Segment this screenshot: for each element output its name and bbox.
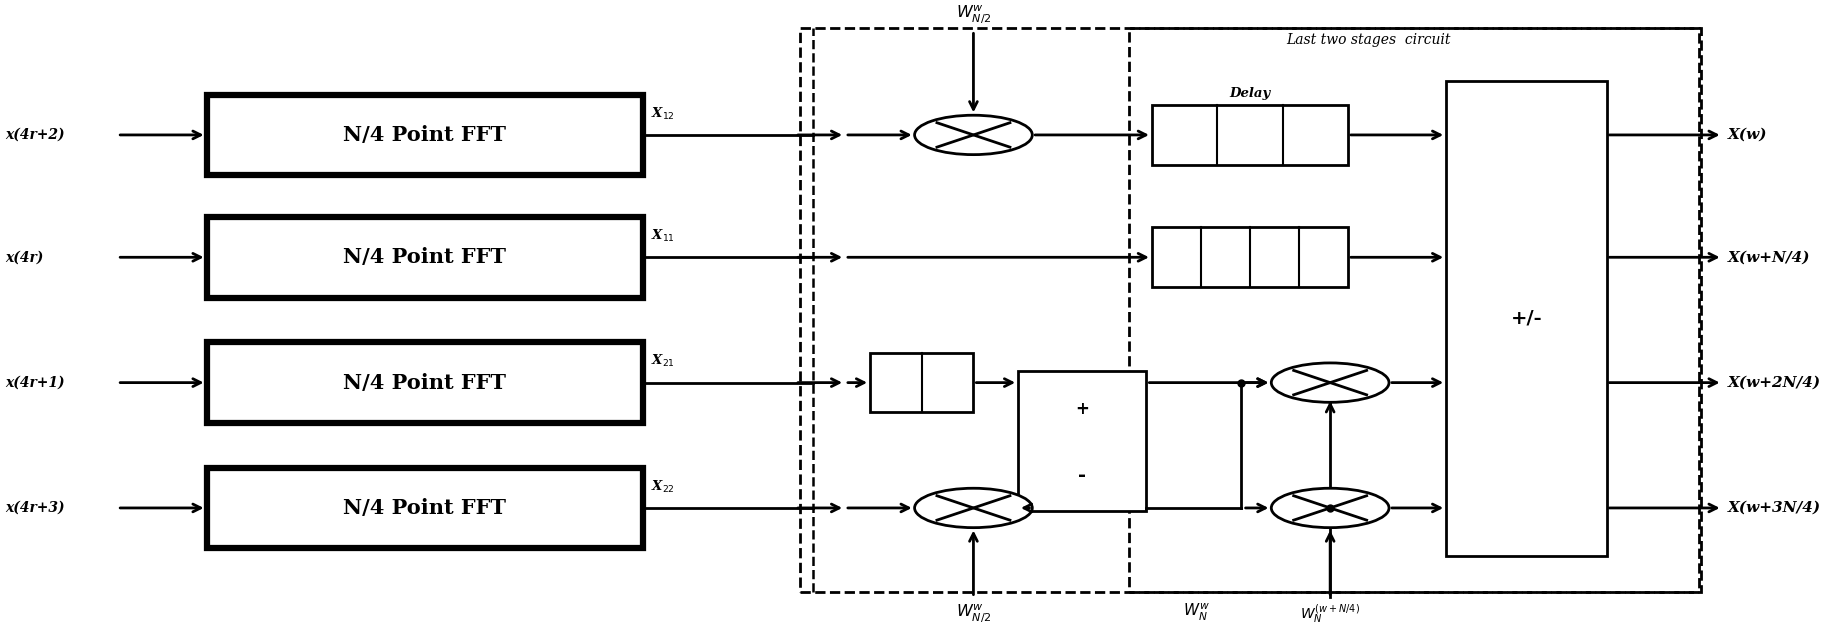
Text: x(4r): x(4r)	[6, 251, 44, 264]
Bar	[1152, 227, 1348, 287]
Text: $W_{N}^{w}$: $W_{N}^{w}$	[1183, 602, 1210, 624]
Circle shape	[1271, 363, 1388, 403]
Text: $W_{N/2}^{w}$: $W_{N/2}^{w}$	[956, 602, 990, 625]
Circle shape	[915, 116, 1033, 154]
Text: N/4 Point FFT: N/4 Point FFT	[343, 247, 506, 268]
Text: x(4r+2): x(4r+2)	[6, 128, 64, 142]
Bar	[207, 468, 644, 548]
Circle shape	[1271, 488, 1388, 528]
Text: x(4r+1): x(4r+1)	[6, 376, 64, 389]
Bar	[1152, 105, 1348, 165]
Bar	[1128, 28, 1700, 592]
Text: +/-: +/-	[1511, 310, 1542, 327]
Circle shape	[915, 488, 1033, 528]
Bar	[207, 342, 644, 423]
Bar	[1018, 371, 1146, 511]
Text: x(4r+3): x(4r+3)	[6, 501, 64, 515]
Bar	[207, 95, 644, 175]
Text: N/4 Point FFT: N/4 Point FFT	[343, 125, 506, 145]
Text: $W_{N/2}^{w}$: $W_{N/2}^{w}$	[956, 3, 990, 26]
Text: X(w+N/4): X(w+N/4)	[1728, 251, 1810, 264]
Bar	[207, 217, 644, 298]
Bar	[1445, 81, 1607, 556]
Text: X$_{11}$: X$_{11}$	[651, 228, 675, 244]
Text: Last two stages  circuit: Last two stages circuit	[1286, 33, 1451, 48]
Text: X$_{22}$: X$_{22}$	[651, 479, 675, 495]
Text: X(w+2N/4): X(w+2N/4)	[1728, 376, 1821, 389]
Text: X$_{21}$: X$_{21}$	[651, 354, 675, 369]
Bar	[800, 28, 1702, 592]
Text: Delay: Delay	[1229, 87, 1271, 100]
Text: X(w): X(w)	[1728, 128, 1768, 142]
Text: N/4 Point FFT: N/4 Point FFT	[343, 372, 506, 392]
Text: +: +	[1075, 399, 1089, 418]
Text: N/4 Point FFT: N/4 Point FFT	[343, 498, 506, 518]
Text: X$_{12}$: X$_{12}$	[651, 106, 675, 122]
Text: $W_{N}^{(w+N/4)}$: $W_{N}^{(w+N/4)}$	[1300, 602, 1361, 625]
Text: X(w+3N/4): X(w+3N/4)	[1728, 501, 1821, 515]
Bar	[869, 353, 974, 413]
Text: -: -	[1078, 467, 1086, 485]
